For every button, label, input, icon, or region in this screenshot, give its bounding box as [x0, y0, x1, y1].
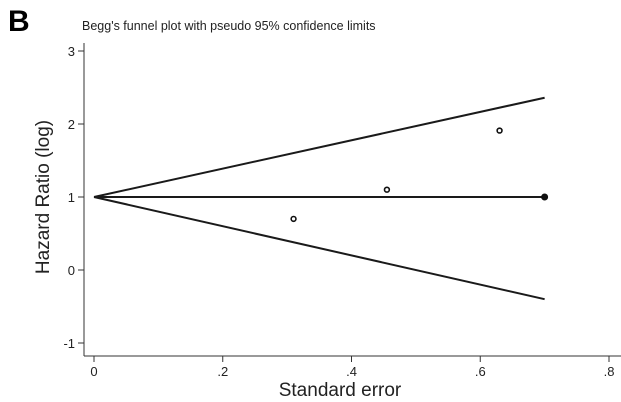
data-point: [541, 193, 549, 201]
panel-label: B: [8, 5, 30, 38]
x-ticks: 0 .2 .4 .6 .8: [90, 356, 614, 379]
chart-title: Begg's funnel plot with pseudo 95% confi…: [82, 19, 376, 33]
funnel-lines: [93, 96, 545, 301]
y-tick-label: 1: [68, 190, 75, 205]
data-point: [496, 127, 503, 134]
y-axis-title: Hazard Ratio (log): [33, 120, 54, 274]
x-tick-label: 0: [90, 364, 97, 379]
x-tick-label: .2: [217, 364, 228, 379]
x-tick-label: .8: [604, 364, 615, 379]
data-point: [290, 215, 297, 223]
x-tick-label: .4: [346, 364, 357, 379]
data-points: [290, 127, 549, 223]
data-point: [383, 186, 391, 193]
y-ticks: -1 0 1 2 3: [63, 44, 84, 351]
x-tick-label: .6: [475, 364, 486, 379]
y-tick-label: 2: [68, 117, 75, 132]
upper-confidence-limit-line: [93, 96, 545, 198]
y-tick-label: 3: [68, 44, 75, 59]
y-tick-label: -1: [63, 336, 75, 351]
axes: [83, 43, 621, 357]
y-tick-label: 0: [68, 263, 75, 278]
lower-confidence-limit-line: [93, 196, 545, 301]
x-axis-title: Standard error: [279, 380, 402, 401]
